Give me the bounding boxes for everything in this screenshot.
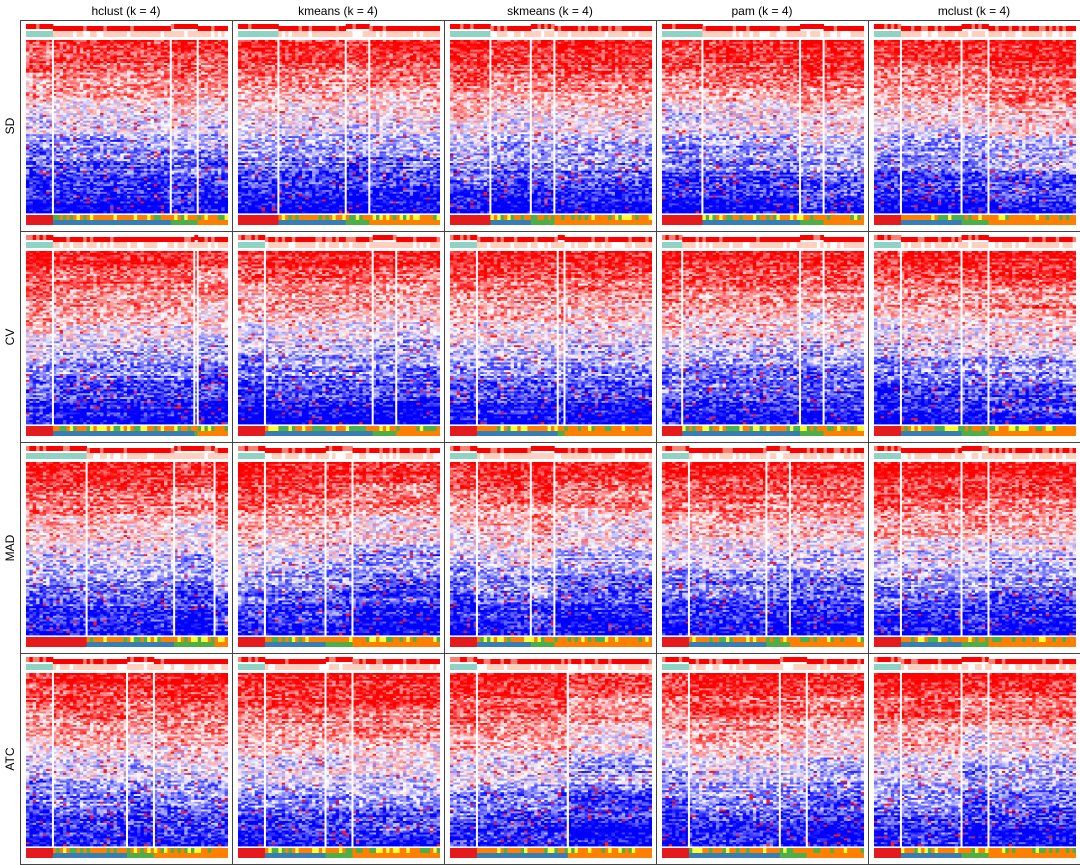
column-title: hclust (k = 4) bbox=[20, 2, 232, 20]
row-title: MAD bbox=[2, 518, 18, 578]
heatmap-panel bbox=[20, 20, 233, 232]
column-title: kmeans (k = 4) bbox=[232, 2, 444, 20]
row-title: CV bbox=[2, 307, 18, 367]
row-title: ATC bbox=[2, 729, 18, 789]
column-title: pam (k = 4) bbox=[656, 2, 868, 20]
column-title: skmeans (k = 4) bbox=[444, 2, 656, 20]
column-title: mclust (k = 4) bbox=[868, 2, 1080, 20]
row-title: SD bbox=[2, 96, 18, 156]
heatmap-svg bbox=[26, 24, 228, 225]
